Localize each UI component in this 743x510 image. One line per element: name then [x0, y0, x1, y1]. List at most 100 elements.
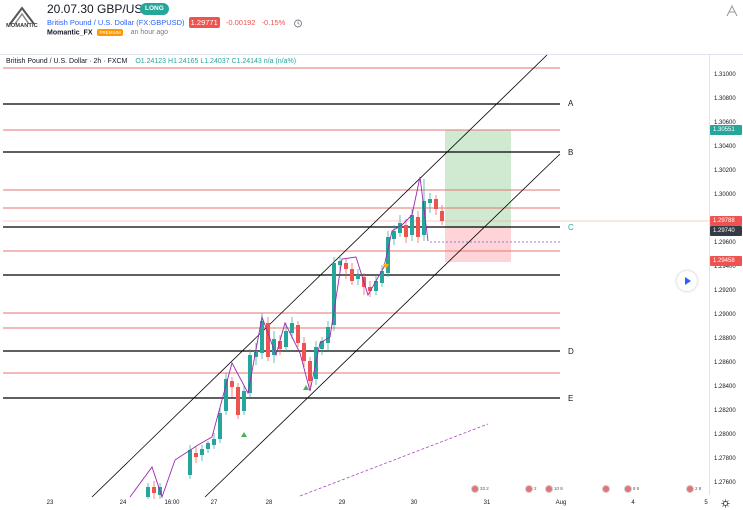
candle-body — [350, 269, 354, 281]
logo-wordmark: MOMANTIC — [6, 23, 38, 29]
candle-body — [332, 263, 336, 325]
event-flag[interactable]: 10 8 — [545, 484, 563, 494]
candle-body — [236, 387, 240, 415]
candle-body — [200, 449, 204, 455]
idea-title: 20.07.30 GBP/USD — [47, 2, 152, 16]
candle-body — [242, 391, 246, 411]
chart-legend: British Pound / U.S. Dollar · 2h · FXCM … — [6, 58, 296, 65]
price-tick: 1.29600 — [714, 240, 736, 246]
event-flag[interactable]: 8 5 — [624, 484, 639, 494]
candle-body — [368, 287, 372, 291]
legend-ohlc: O1.24123 H1.24165 L1.24037 C1.24143 n/a … — [135, 58, 297, 65]
candle-body — [440, 211, 444, 221]
price-tick: 1.27800 — [714, 456, 736, 462]
us-flag-icon — [471, 484, 479, 493]
price-chip: 1.29771 — [188, 17, 220, 28]
candle-body — [428, 199, 432, 203]
price-axis-divider — [709, 55, 710, 495]
price-tick: 1.27600 — [714, 480, 736, 486]
tradingview-logo-icon[interactable] — [725, 4, 739, 18]
event-flag[interactable]: 33 2 — [471, 484, 489, 494]
event-flag[interactable]: 2 8 — [686, 484, 701, 494]
price-tick: 1.31000 — [714, 72, 736, 78]
candle-body — [272, 339, 276, 355]
time-tick: 27 — [210, 500, 218, 506]
alarm-clock-icon[interactable] — [293, 18, 303, 28]
price-change-percent: -0.15% — [261, 18, 286, 27]
time-tick: 16:00 — [164, 500, 180, 506]
level-letter-e: E — [568, 394, 574, 403]
event-flag[interactable] — [602, 484, 611, 494]
price-tick: 1.29200 — [714, 288, 736, 294]
candle-body — [410, 215, 414, 235]
candle-body — [230, 381, 234, 387]
price-tick: 1.28200 — [714, 408, 736, 414]
candle-body — [338, 261, 342, 265]
zigzag-pattern — [129, 176, 429, 499]
price-tick: 1.30000 — [714, 192, 736, 198]
candle-body — [344, 263, 348, 269]
candle-body — [392, 231, 396, 239]
event-flag[interactable]: 2 — [525, 484, 537, 494]
candle-body — [260, 321, 264, 353]
candle-body — [152, 487, 156, 493]
price-tick: 1.30200 — [714, 168, 736, 174]
level-letter-d: D — [568, 347, 574, 356]
entry-price-label: 1.29740 — [710, 226, 742, 236]
price-tick: 1.28600 — [714, 360, 736, 366]
candle-body — [206, 443, 210, 449]
uk-flag-icon — [602, 484, 610, 493]
chart-canvas[interactable] — [0, 55, 743, 510]
candle-body — [284, 331, 288, 347]
candle-body — [398, 223, 402, 233]
candle-body — [194, 453, 198, 457]
time-tick: 31 — [483, 500, 491, 506]
target-price-label: 1.30551 — [710, 125, 742, 135]
time-tick: Aug — [555, 500, 567, 506]
candle-body — [212, 439, 216, 445]
us-flag-icon — [624, 484, 632, 493]
candle-body — [422, 201, 426, 235]
us-flag-icon — [525, 484, 533, 493]
posted-time: an hour ago — [130, 29, 169, 37]
time-tick: 29 — [338, 500, 346, 506]
price-chart[interactable]: British Pound / U.S. Dollar · 2h · FXCM … — [0, 54, 743, 510]
us-flag-icon — [686, 484, 694, 493]
candle-body — [416, 217, 420, 237]
ascending-channel — [91, 55, 561, 498]
stop-price-label: 1.29458 — [710, 256, 742, 266]
price-tick: 1.30400 — [714, 144, 736, 150]
time-tick: 23 — [46, 500, 54, 506]
candle-body — [278, 341, 282, 349]
candle-body — [266, 323, 270, 357]
candle-body — [296, 325, 300, 343]
candle-body — [404, 225, 408, 237]
long-badge: LONG — [140, 3, 169, 15]
time-tick: 5 — [704, 500, 708, 506]
buy-marker — [303, 385, 309, 390]
candle-body — [146, 487, 150, 497]
price-tick: 1.30800 — [714, 96, 736, 102]
price-change: -0.00192 — [225, 18, 256, 27]
candle-body — [302, 343, 306, 361]
candle-body — [224, 379, 228, 411]
play-replay-button[interactable] — [677, 271, 697, 291]
candle-body — [248, 355, 252, 393]
signal-marker — [383, 264, 389, 269]
price-tick: 1.28800 — [714, 336, 736, 342]
candle-body — [218, 413, 222, 439]
time-tick: 30 — [410, 500, 418, 506]
price-tick: 1.29000 — [714, 312, 736, 318]
legend-title: British Pound / U.S. Dollar · 2h · FXCM — [6, 58, 128, 65]
author-link[interactable]: Momantic_FX — [47, 29, 93, 37]
premium-badge: PREMIUM — [97, 29, 123, 36]
us-flag-icon — [545, 484, 553, 493]
candle-body — [380, 271, 384, 283]
symbol-link[interactable]: British Pound / U.S. Dollar (FX:GBPUSD) — [47, 18, 185, 27]
candle-body — [356, 275, 360, 279]
buy-marker — [241, 432, 247, 437]
gear-icon[interactable] — [721, 499, 730, 508]
candle-body — [320, 341, 324, 349]
candle-body — [188, 450, 192, 475]
idea-header: MOMANTIC 20.07.30 GBP/USD LONG British P… — [0, 0, 743, 46]
